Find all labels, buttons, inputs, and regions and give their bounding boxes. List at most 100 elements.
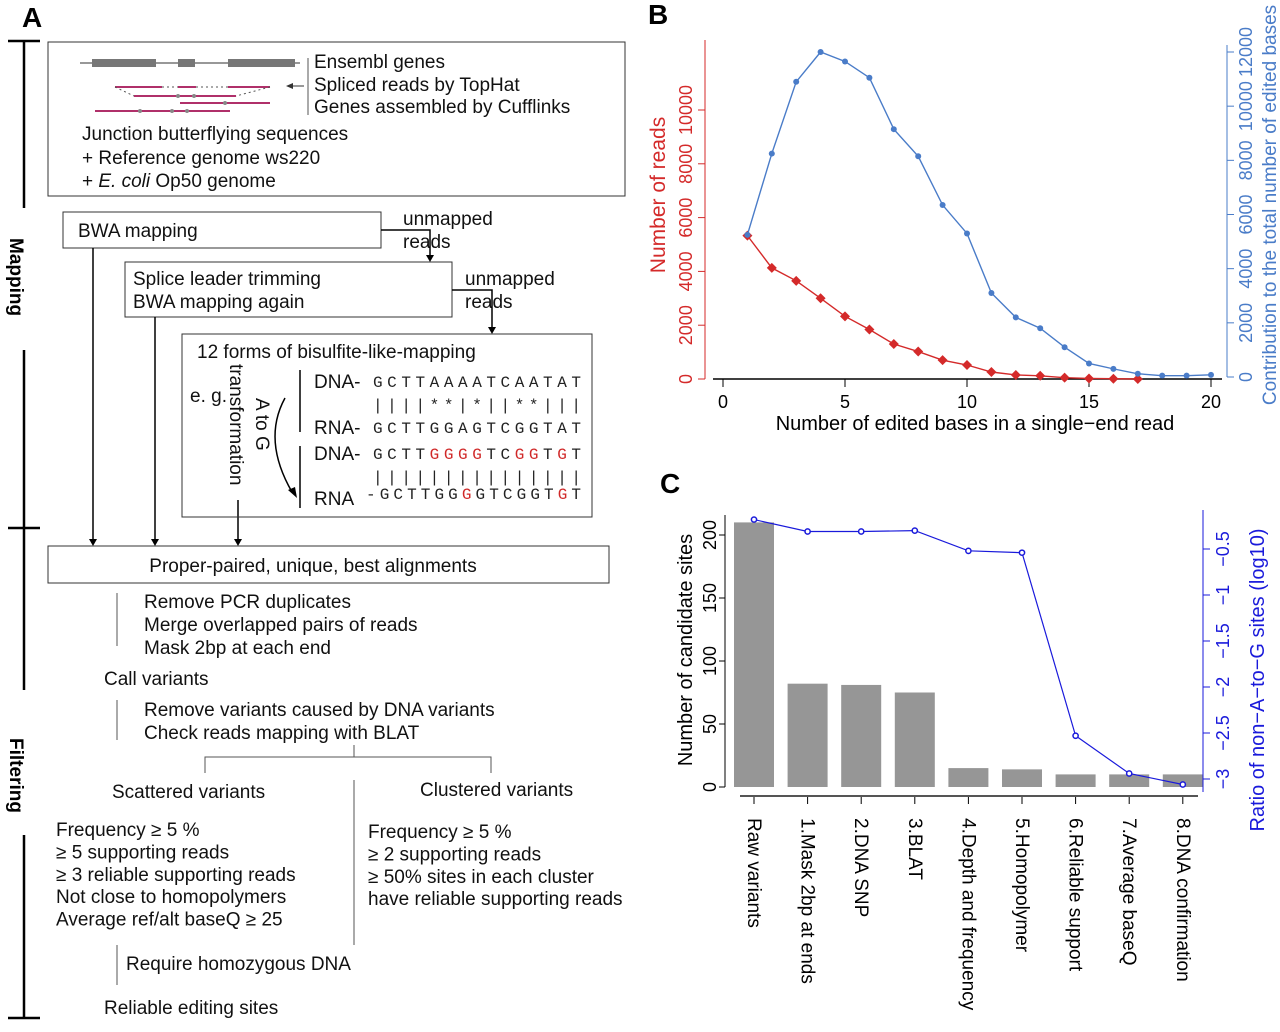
x-tick-label: 5 [840, 392, 850, 412]
panel-label-a: A [22, 2, 42, 33]
data-point-diamond [1035, 370, 1046, 381]
bar [894, 692, 935, 787]
data-point-diamond [766, 262, 777, 273]
data-point-circle [1134, 370, 1141, 377]
step1-item: Mask 2bp at each end [144, 638, 331, 659]
reliable-sites-text: Reliable editing sites [104, 998, 278, 1019]
data-point-diamond [1010, 369, 1021, 380]
sequence-base: G [557, 446, 567, 464]
sequence-base: G [380, 486, 390, 504]
bisulfite-box [181, 333, 593, 518]
ecoli-text: + E. coli Op50 genome [82, 171, 276, 192]
x-tick-label: 1.Mask 2bp at ends [797, 818, 818, 984]
sequence-base: G [476, 486, 486, 504]
ratio-point [911, 527, 919, 534]
data-point-circle [744, 231, 751, 238]
sequence-base: C [503, 486, 513, 504]
left-y-axis-title: Number of candidate sites [675, 534, 697, 766]
ratio-point [1018, 549, 1026, 557]
x-tick-label: 2.DNA SNP [850, 818, 871, 917]
sequence-base: G [515, 446, 525, 464]
flow-arrows [92, 229, 493, 540]
right-y-tick-label: 2000 [1236, 303, 1256, 343]
data-point-circle [1086, 360, 1092, 367]
x-tick-label: 7.Average baseQ [1118, 818, 1139, 966]
reference-box [47, 41, 626, 197]
step1-item: Merge overlapped pairs of reads [144, 615, 418, 636]
data-point-circle [1037, 325, 1044, 332]
sequence-base: G [529, 446, 539, 464]
scattered-criterion: Average ref/alt baseQ ≥ 25 [56, 910, 283, 931]
step1-item: Remove PCR duplicates [144, 592, 351, 613]
scattered-criterion: ≥ 3 reliable supporting reads [56, 865, 296, 886]
data-point-circle [964, 230, 970, 237]
x-tick-label: 8.DNA confirmation [1172, 818, 1193, 982]
data-point-diamond [1132, 374, 1143, 384]
sequence-base: G [448, 486, 458, 504]
clustered-criterion: have reliable supporting reads [368, 889, 623, 910]
sequence-base: G [430, 446, 440, 464]
eg-text: e. g. [190, 386, 227, 407]
x-tick-label: 3.BLAT [904, 818, 925, 880]
splice-text-1: Splice leader trimming [133, 269, 321, 290]
right-y-tick-label: −3 [1213, 769, 1233, 790]
clustered-criterion: ≥ 2 supporting reads [368, 844, 541, 865]
x-axis-title: Number of edited bases in a single−end r… [776, 413, 1175, 435]
scattered-criterion: Not close to homopolymers [56, 887, 286, 908]
panel-label-c: C [660, 468, 680, 499]
clustered-criterion: ≥ 50% sites in each cluster [368, 867, 595, 888]
bisulfite-title: 12 forms of bisulfite-like-mapping [197, 342, 476, 363]
sequence-base: T [407, 486, 417, 504]
bar [1002, 769, 1042, 787]
arrow-left-icon [286, 83, 293, 89]
right-y-tick-label: 10000 [1236, 81, 1256, 131]
x-tick-label: 6.Reliable support [1065, 818, 1086, 972]
x-tick-label: 15 [1079, 392, 1099, 412]
curved-arrow-icon [274, 397, 293, 493]
legend-ensembl: Ensembl genes [314, 52, 445, 73]
sequence-base: T [571, 446, 581, 464]
bar [841, 684, 882, 787]
data-point-circle [768, 150, 775, 157]
ratio-point [804, 528, 811, 535]
x-tick-label: Raw variants [743, 818, 764, 928]
data-point-diamond [1084, 373, 1094, 384]
ratio-point [1125, 770, 1133, 777]
data-point-diamond [864, 324, 875, 335]
junction-text: Junction butterflying sequences [82, 124, 348, 145]
x-tick-label: 10 [957, 392, 977, 412]
clustered-criterion: Frequency ≥ 5 % [368, 822, 512, 843]
data-point-circle [890, 126, 897, 133]
data-point-circle [939, 202, 946, 209]
data-point-diamond [1059, 372, 1070, 383]
a-to-g-text: A to G [251, 398, 272, 451]
panel-a: A Mapping Filtering Ensembl genes Splice… [5, 2, 626, 1020]
sequence-base: T [571, 486, 581, 504]
right-y-tick-label: 6000 [1236, 194, 1256, 234]
sequence-base: G [458, 446, 468, 464]
data-point-diamond [888, 339, 899, 350]
unmapped-reads-1: unmapped [403, 209, 493, 230]
bar [734, 522, 774, 787]
data-point-circle [915, 153, 922, 160]
bar [1109, 774, 1150, 787]
dna1-sequence: GCTTAAAATCAATAT [373, 374, 581, 392]
left-y-axis-title: Number of reads [647, 117, 670, 273]
unmapped-reads-2b: reads [465, 292, 513, 313]
arrowheads [89, 255, 496, 546]
sequence-base: G [444, 446, 454, 464]
sequence-base: C [501, 446, 511, 464]
data-point-diamond [791, 275, 802, 286]
data-point-circle [1159, 372, 1166, 379]
x-tick-label: 20 [1201, 392, 1221, 412]
left-y-tick-label: 0 [676, 374, 696, 384]
bar [787, 683, 828, 787]
left-y-tick-label: 6000 [676, 198, 696, 238]
right-y-tick-label: −0.5 [1213, 531, 1233, 567]
homozygous-text: Require homozygous DNA [126, 954, 351, 975]
mapping-label: Mapping [5, 238, 26, 316]
scattered-criteria: Frequency ≥ 5 %≥ 5 supporting reads≥ 3 r… [56, 820, 296, 931]
right-y-axis-title: Contribution to the total number of edit… [1260, 5, 1280, 405]
data-point-circle [817, 49, 824, 55]
